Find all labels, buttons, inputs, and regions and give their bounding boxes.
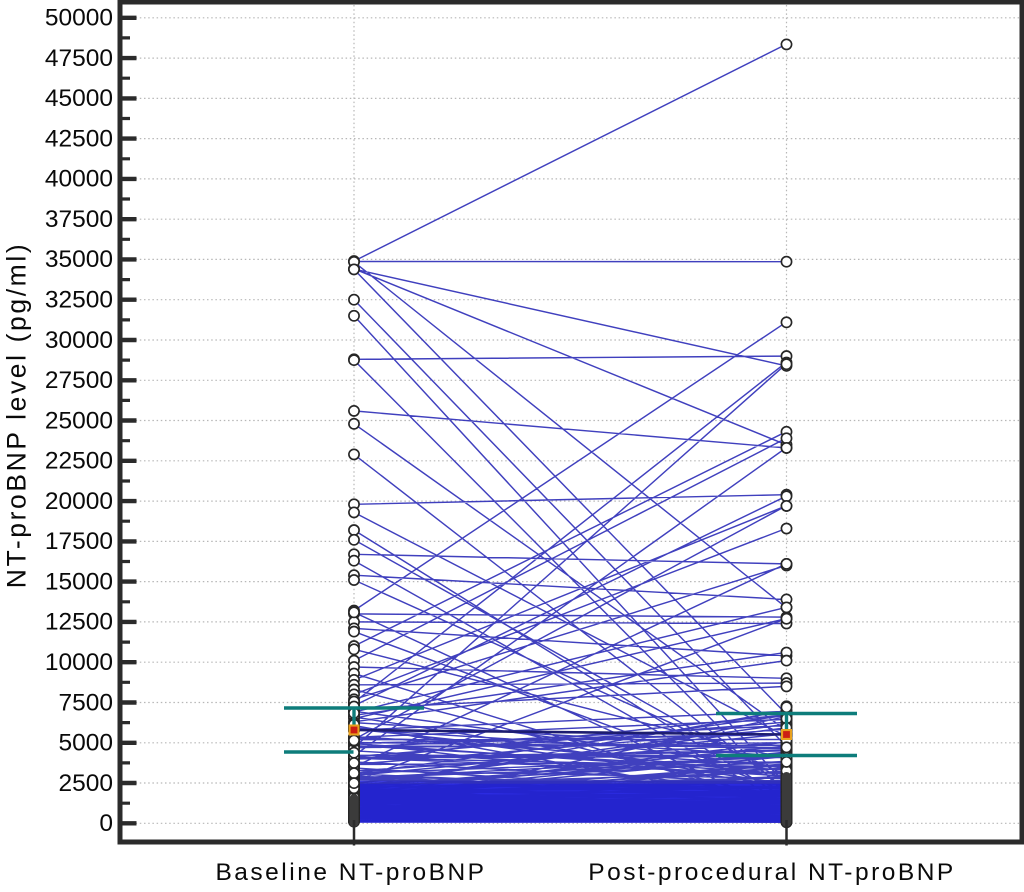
svg-text:Post-procedural NT-proBNP: Post-procedural NT-proBNP [588,859,956,886]
svg-text:45000: 45000 [45,85,113,112]
svg-text:10000: 10000 [45,649,113,676]
svg-text:2500: 2500 [58,770,113,797]
svg-text:27500: 27500 [45,367,113,394]
svg-text:40000: 40000 [45,166,113,193]
svg-text:42500: 42500 [45,125,113,152]
svg-text:5000: 5000 [58,730,113,757]
svg-text:15000: 15000 [45,568,113,595]
svg-text:20000: 20000 [45,488,113,515]
svg-text:47500: 47500 [45,45,113,72]
svg-text:25000: 25000 [45,407,113,434]
svg-text:35000: 35000 [45,246,113,273]
svg-text:12500: 12500 [45,609,113,636]
svg-text:0: 0 [99,810,113,837]
svg-text:30000: 30000 [45,327,113,354]
svg-text:17500: 17500 [45,528,113,555]
svg-text:Baseline NT-proBNP: Baseline NT-proBNP [215,859,486,886]
svg-text:50000: 50000 [45,5,113,32]
svg-text:NT-proBNP level (pg/ml): NT-proBNP level (pg/ml) [2,242,32,588]
svg-text:22500: 22500 [45,448,113,475]
svg-text:32500: 32500 [45,287,113,314]
svg-text:7500: 7500 [58,689,113,716]
svg-text:37500: 37500 [45,206,113,233]
